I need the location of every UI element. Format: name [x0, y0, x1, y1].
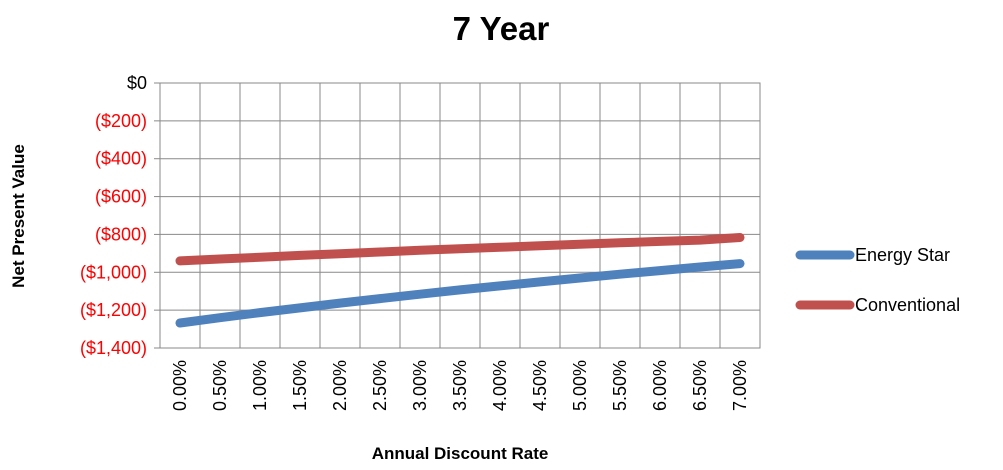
- chart-title: 7 Year: [453, 10, 550, 47]
- x-tick-label: 4.50%: [530, 360, 550, 411]
- x-tick-label: 0.00%: [170, 360, 190, 411]
- x-tick-label: 0.50%: [210, 360, 230, 411]
- legend-label: Energy Star: [855, 245, 950, 265]
- series-line-energy-star: [175, 259, 745, 328]
- legend-label: Conventional: [855, 295, 960, 315]
- x-tick-label: 1.50%: [290, 360, 310, 411]
- x-tick-label: 6.00%: [650, 360, 670, 411]
- y-tick-label: ($800): [95, 224, 147, 244]
- y-axis-label: Net Present Value: [9, 144, 28, 288]
- plot-area-border: [159, 82, 761, 349]
- x-tick-label: 5.00%: [570, 360, 590, 411]
- y-axis-ticks: $0 ($200) ($400) ($600) ($800) ($1,000) ($1,20…: [80, 73, 160, 358]
- series-lines: [175, 233, 745, 328]
- x-tick-label: 7.00%: [730, 360, 750, 411]
- y-tick-label: ($1,400): [80, 338, 147, 358]
- y-tick-label: $0: [127, 73, 147, 93]
- plot-grid: [159, 82, 761, 349]
- x-tick-label: 3.50%: [450, 360, 470, 411]
- x-tick-label: 1.00%: [250, 360, 270, 411]
- y-tick-label: ($1,200): [80, 300, 147, 320]
- x-tick-label: 4.00%: [490, 360, 510, 411]
- y-tick-label: ($200): [95, 111, 147, 131]
- x-tick-label: 5.50%: [610, 360, 630, 411]
- x-tick-label: 6.50%: [690, 360, 710, 411]
- y-tick-label: ($1,000): [80, 262, 147, 282]
- x-axis-ticks: 0.00% 0.50% 1.00% 1.50% 2.00% 2.50% 3.00% 3.50%…: [170, 360, 750, 411]
- x-axis-label: Annual Discount Rate: [372, 444, 549, 463]
- y-tick-label: ($600): [95, 187, 147, 207]
- x-tick-label: 2.50%: [370, 360, 390, 411]
- x-tick-label: 3.00%: [410, 360, 430, 411]
- legend: Energy Star Conventional: [795, 245, 960, 315]
- x-tick-label: 2.00%: [330, 360, 350, 411]
- series-line-conventional: [175, 233, 745, 266]
- y-tick-label: ($400): [95, 149, 147, 169]
